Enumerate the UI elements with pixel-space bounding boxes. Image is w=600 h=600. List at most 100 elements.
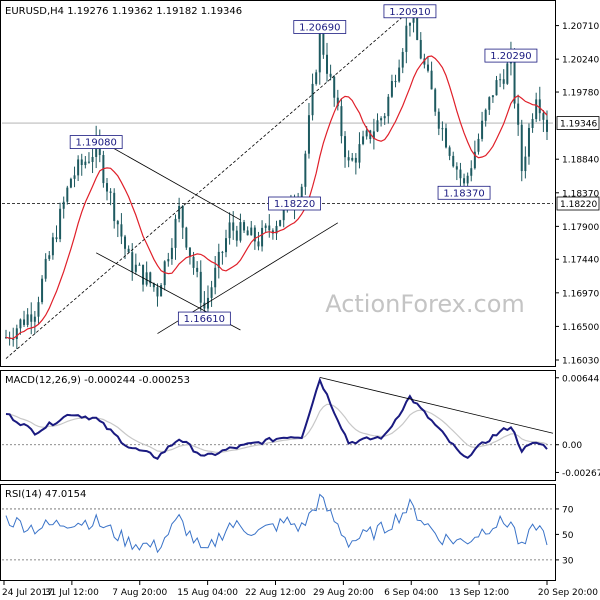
support-level-label: 1.18220 xyxy=(560,200,597,210)
candle-body xyxy=(307,115,310,154)
candle-body xyxy=(463,178,466,184)
candle-body xyxy=(160,285,163,297)
rsi-axis-label: 30 xyxy=(562,556,574,566)
time-axis-label: 15 Aug 04:00 xyxy=(177,588,238,598)
candle-body xyxy=(181,206,184,228)
time-axis-label: 22 Aug 12:00 xyxy=(245,588,306,598)
candle-body xyxy=(275,225,278,234)
candle-body xyxy=(120,224,123,237)
candle-body xyxy=(387,96,390,117)
candle-body xyxy=(77,159,80,176)
candle-body xyxy=(149,272,152,284)
candle-body xyxy=(15,328,18,340)
candle-body xyxy=(329,73,332,77)
price-annotation-box xyxy=(177,311,231,326)
candle-body xyxy=(398,67,401,82)
candle-body xyxy=(279,220,282,226)
candle-body xyxy=(430,70,433,90)
candle-body xyxy=(48,255,51,259)
candle-body xyxy=(322,28,325,55)
candle-body xyxy=(174,218,177,248)
candle-body xyxy=(524,156,527,172)
candle-body xyxy=(243,222,246,231)
candle-body xyxy=(488,97,491,110)
candle-body xyxy=(44,258,47,279)
price-axis-label: 1.16500 xyxy=(562,323,599,333)
price-annotation-box xyxy=(268,196,321,211)
candle-body xyxy=(408,22,411,26)
candle-body xyxy=(344,136,347,158)
candle-body xyxy=(499,79,502,81)
price-annotation-box xyxy=(383,4,437,19)
candle-body xyxy=(105,183,108,192)
candle-body xyxy=(19,319,22,329)
candle-body xyxy=(69,178,72,188)
price-axis-label: 1.18370 xyxy=(562,189,599,199)
candle-body xyxy=(484,109,487,121)
candle-body xyxy=(138,264,141,266)
price-annotation-box xyxy=(484,48,538,63)
candle-body xyxy=(192,256,195,268)
candle-body xyxy=(340,106,343,137)
candle-body xyxy=(405,25,408,52)
candle-body xyxy=(304,153,307,187)
candle-body xyxy=(214,267,217,288)
price-annotation-label: 1.20910 xyxy=(389,7,430,18)
candle-body xyxy=(142,264,145,285)
candle-body xyxy=(30,314,33,322)
candle-body xyxy=(250,227,253,236)
price-annotation-box xyxy=(293,20,347,34)
price-layer: 1.20910 1.20690 1.20290 1.19080 1.18370 1.182… xyxy=(2,4,553,359)
candle-body xyxy=(380,118,383,121)
candle-body xyxy=(426,64,429,71)
candle-body xyxy=(394,81,397,83)
price-annotation-box xyxy=(69,135,123,149)
candle-body xyxy=(87,161,90,163)
candle-body xyxy=(113,192,116,222)
candle-body xyxy=(203,302,206,309)
rsi-line xyxy=(5,493,548,554)
time-axis-label: 13 Sep 12:00 xyxy=(449,588,509,598)
candle-body xyxy=(199,271,202,303)
candle-body xyxy=(188,247,191,257)
time-axis-label: 6 Sep 04:00 xyxy=(384,588,439,598)
candle-body xyxy=(531,119,534,128)
candle-body xyxy=(535,99,538,120)
price-axis-label: 1.16970 xyxy=(562,289,599,299)
candle-body xyxy=(73,175,76,179)
candle-body xyxy=(452,155,455,167)
candle-body xyxy=(383,116,386,119)
candle-body xyxy=(228,222,231,239)
candle-body xyxy=(325,54,328,74)
candle-body xyxy=(372,131,375,139)
price-annotation-label: 1.20690 xyxy=(299,23,340,34)
candle-body xyxy=(351,157,354,161)
current-price-label-box xyxy=(556,116,600,130)
candle-body xyxy=(362,136,365,145)
price-annotation-label: 1.16610 xyxy=(184,314,225,325)
candle-body xyxy=(542,113,545,120)
candle-body xyxy=(376,120,379,132)
candle-body xyxy=(33,316,36,322)
price-panel-title: EURUSD,H4 1.19276 1.19362 1.19182 1.1934… xyxy=(5,6,242,17)
candle-body xyxy=(246,230,249,236)
candle-body xyxy=(315,72,318,84)
candle-body xyxy=(156,287,159,297)
candle-body xyxy=(520,124,523,172)
candle-body xyxy=(62,201,65,209)
price-axis-label: 1.20240 xyxy=(562,56,599,66)
candle-body xyxy=(354,157,357,163)
candle-body xyxy=(423,58,426,65)
candle-body xyxy=(401,51,404,68)
candle-body xyxy=(26,314,29,325)
candle-body xyxy=(23,319,26,325)
candle-body xyxy=(261,227,264,247)
candle-body xyxy=(473,151,476,169)
candle-body xyxy=(80,159,83,166)
candle-body xyxy=(152,283,155,288)
rsi-panel-title: RSI(14) 47.0154 xyxy=(5,489,86,500)
candle-body xyxy=(336,97,339,107)
price-annotation-box xyxy=(437,185,491,200)
candle-body xyxy=(185,227,188,248)
